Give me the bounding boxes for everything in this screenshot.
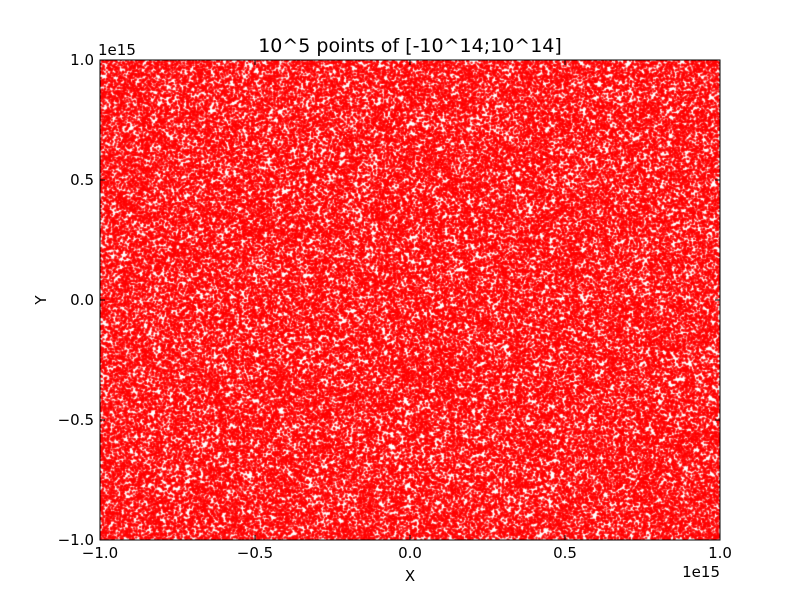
y-tick-label: −1.0 <box>58 531 94 549</box>
x-tick-label: −0.5 <box>237 544 273 562</box>
x-tick-label: 1.0 <box>708 544 732 562</box>
x-axis-label: X <box>405 567 415 585</box>
scatter-points <box>100 60 720 540</box>
y-axis-offset-label: 1e15 <box>98 41 136 59</box>
y-tick-label: 0.0 <box>70 291 94 309</box>
chart-title: 10^5 points of [-10^14;10^14] <box>258 35 562 57</box>
y-tick-label: 0.5 <box>70 171 94 189</box>
x-axis-ticks: −1.0 −0.5 0.0 0.5 1.0 <box>82 60 732 562</box>
y-tick-label: −0.5 <box>58 411 94 429</box>
x-tick-label: −1.0 <box>82 544 118 562</box>
x-tick-label: 0.5 <box>553 544 577 562</box>
x-axis-offset-label: 1e15 <box>682 563 720 581</box>
y-axis-ticks: −1.0 −0.5 0.0 0.5 1.0 <box>58 51 720 549</box>
y-axis-label: Y <box>32 295 50 306</box>
y-tick-label: 1.0 <box>70 51 94 69</box>
scatter-points-layer <box>100 60 720 540</box>
x-tick-label: 0.0 <box>398 544 422 562</box>
